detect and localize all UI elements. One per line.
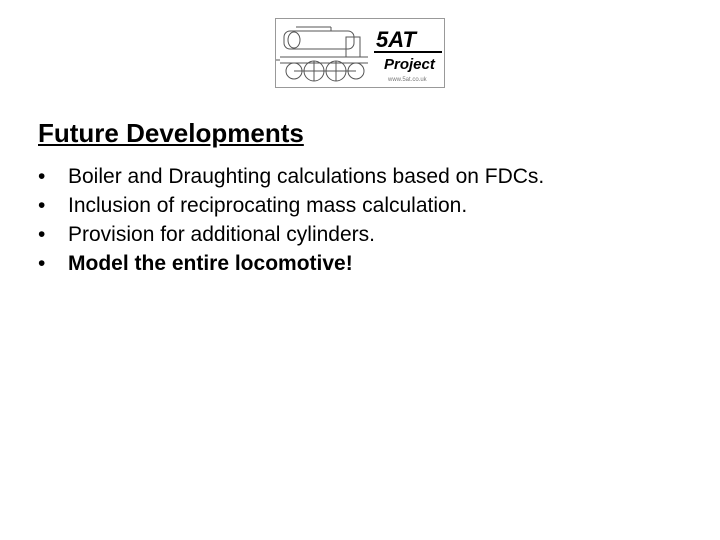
- bullet-text: Provision for additional cylinders.: [68, 223, 375, 246]
- bullet-list: Boiler and Draughting calculations based…: [0, 163, 720, 279]
- bullet-text: Boiler and Draughting calculations based…: [68, 165, 544, 188]
- logo-sub-text: Project: [384, 56, 436, 73]
- locomotive-icon: 5AT Project www.5at.co.uk: [276, 19, 445, 88]
- project-logo: 5AT Project www.5at.co.uk: [275, 18, 445, 88]
- logo-top-text: 5AT: [376, 27, 417, 52]
- logo-container: 5AT Project www.5at.co.uk: [0, 0, 720, 88]
- list-item: Inclusion of reciprocating mass calculat…: [38, 192, 720, 221]
- list-item: Boiler and Draughting calculations based…: [38, 163, 720, 192]
- bullet-text: Inclusion of reciprocating mass calculat…: [68, 194, 467, 217]
- list-item: Provision for additional cylinders.: [38, 221, 720, 250]
- svg-text:www.5at.co.uk: www.5at.co.uk: [387, 77, 428, 83]
- bullet-text: Model the entire locomotive!: [68, 252, 353, 275]
- slide: 5AT Project www.5at.co.uk Future Develop…: [0, 0, 720, 540]
- list-item: Model the entire locomotive!: [38, 250, 720, 279]
- page-title: Future Developments: [0, 88, 720, 163]
